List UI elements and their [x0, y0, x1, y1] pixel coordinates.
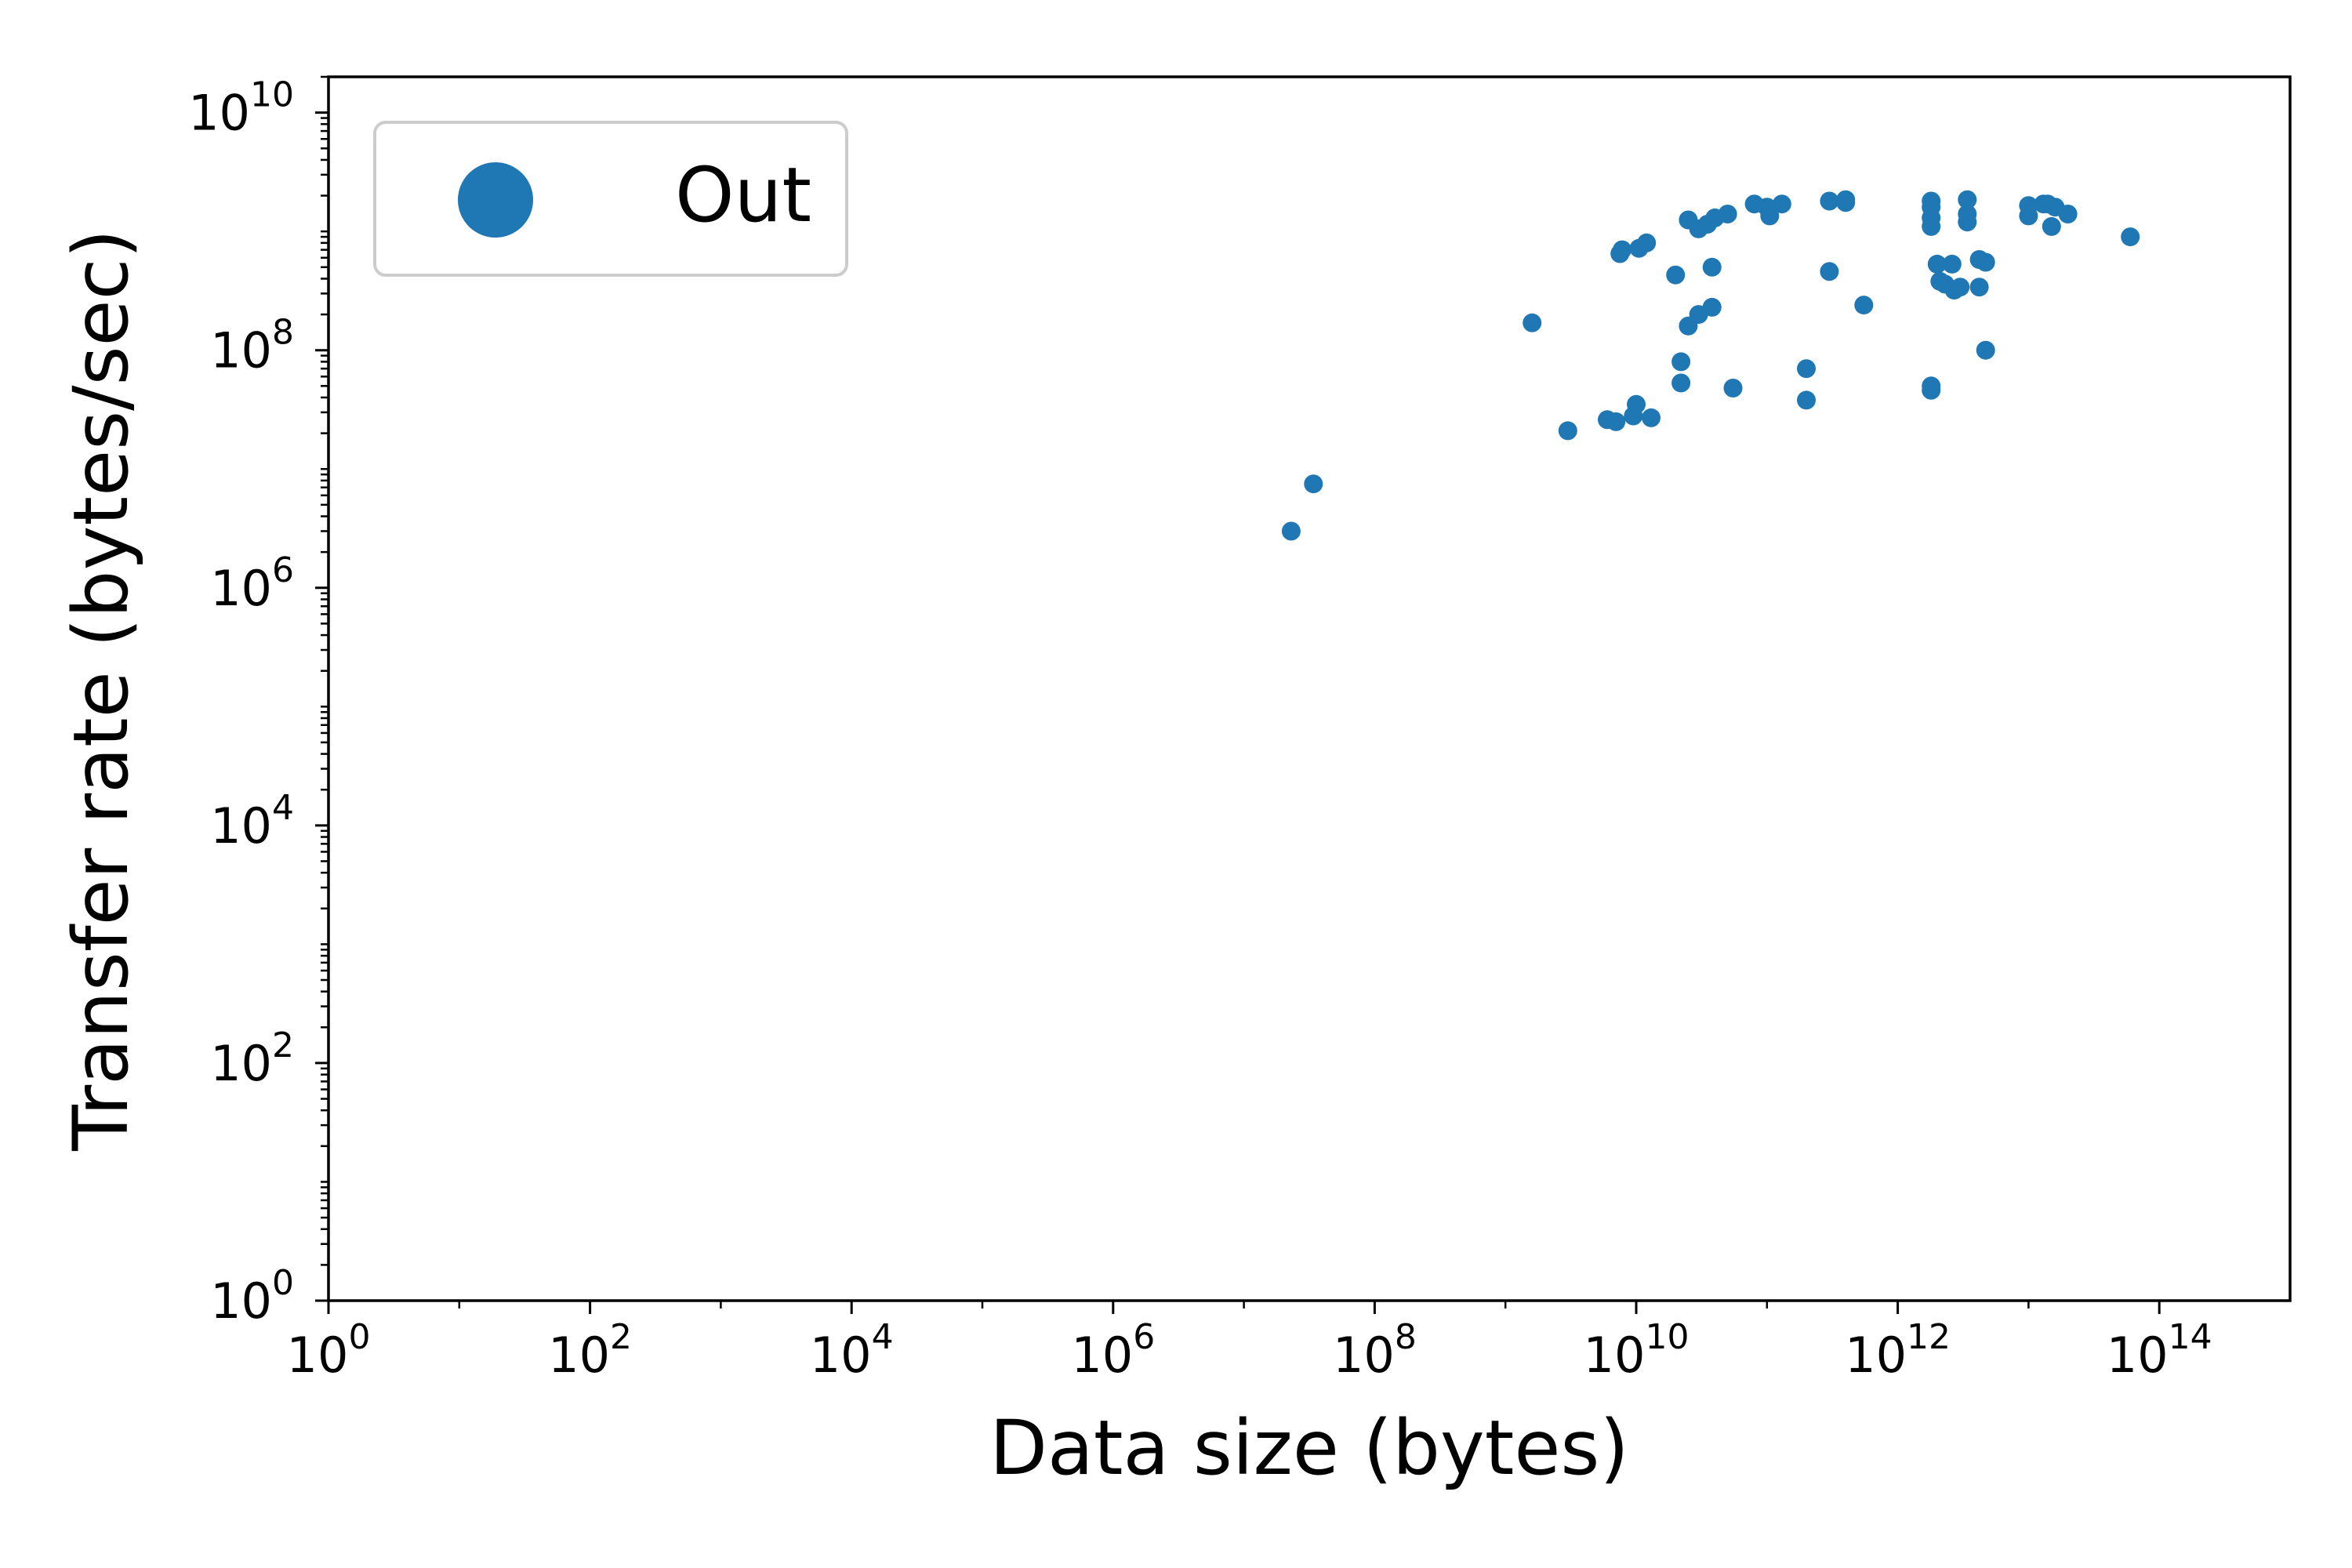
data-point	[1642, 408, 1661, 427]
data-point	[1797, 390, 1816, 410]
x-tick-label: 104	[810, 1317, 894, 1384]
data-point	[1922, 380, 1941, 400]
data-point	[1836, 190, 1856, 209]
data-point	[1820, 191, 1839, 211]
y-axis-label: Transfer rate (bytes/sec)	[57, 229, 145, 1152]
data-point	[1942, 254, 1962, 274]
data-point	[1958, 205, 1977, 223]
data-point	[1666, 265, 1686, 285]
data-point	[1671, 352, 1691, 372]
data-point	[2058, 205, 2078, 223]
x-axis-label: Data size (bytes)	[989, 1404, 1629, 1492]
y-tick-label: 108	[210, 313, 294, 379]
data-point	[1523, 313, 1542, 332]
x-tick-label: 100	[287, 1317, 371, 1384]
x-tick-label: 1014	[2107, 1317, 2212, 1384]
data-point	[2121, 227, 2140, 247]
data-point	[1723, 379, 1743, 397]
y-tick-label: 100	[210, 1263, 294, 1330]
x-tick-label: 102	[548, 1317, 632, 1384]
legend-label-out: Out	[675, 151, 811, 239]
legend: Out	[373, 121, 848, 277]
data-points	[1281, 190, 2140, 541]
data-point	[1718, 205, 1737, 223]
data-point	[1702, 257, 1722, 277]
data-point	[2042, 216, 2061, 236]
y-tick-label: 106	[210, 550, 294, 617]
x-tick-label: 106	[1071, 1317, 1155, 1384]
data-point	[1922, 191, 1941, 211]
data-point	[1606, 412, 1626, 431]
data-point	[1951, 278, 1970, 297]
data-point	[2019, 196, 2038, 216]
y-axis-ticks: 100 102 104 106 108 1010	[188, 75, 328, 1330]
data-point	[1702, 297, 1722, 317]
data-point	[1304, 474, 1323, 494]
y-tick-label: 104	[210, 788, 294, 855]
plot-frame	[327, 75, 2292, 1302]
x-axis-ticks: 100 102 104 106 108 1010 1012 1014	[287, 1301, 2212, 1384]
data-point	[1772, 194, 1791, 214]
data-point	[1281, 521, 1301, 541]
y-tick-label: 1010	[188, 75, 294, 142]
data-point	[1927, 254, 1947, 274]
data-point	[1976, 252, 1995, 272]
data-point	[1558, 421, 1577, 441]
x-tick-label: 1010	[1584, 1317, 1690, 1384]
data-point	[1976, 340, 1995, 360]
data-point	[1671, 373, 1691, 393]
data-point	[1613, 240, 1632, 260]
data-point	[1969, 278, 1989, 297]
data-point	[1820, 262, 1839, 281]
data-point	[1627, 394, 1646, 414]
data-point	[1854, 296, 1874, 315]
data-point	[1797, 359, 1816, 379]
y-tick-label: 102	[210, 1025, 294, 1092]
x-tick-label: 1012	[1845, 1317, 1951, 1384]
data-point	[1760, 206, 1780, 226]
data-point	[1637, 233, 1657, 252]
legend-marker-out	[458, 162, 533, 238]
x-tick-label: 108	[1333, 1317, 1417, 1384]
data-point	[1958, 190, 1977, 209]
